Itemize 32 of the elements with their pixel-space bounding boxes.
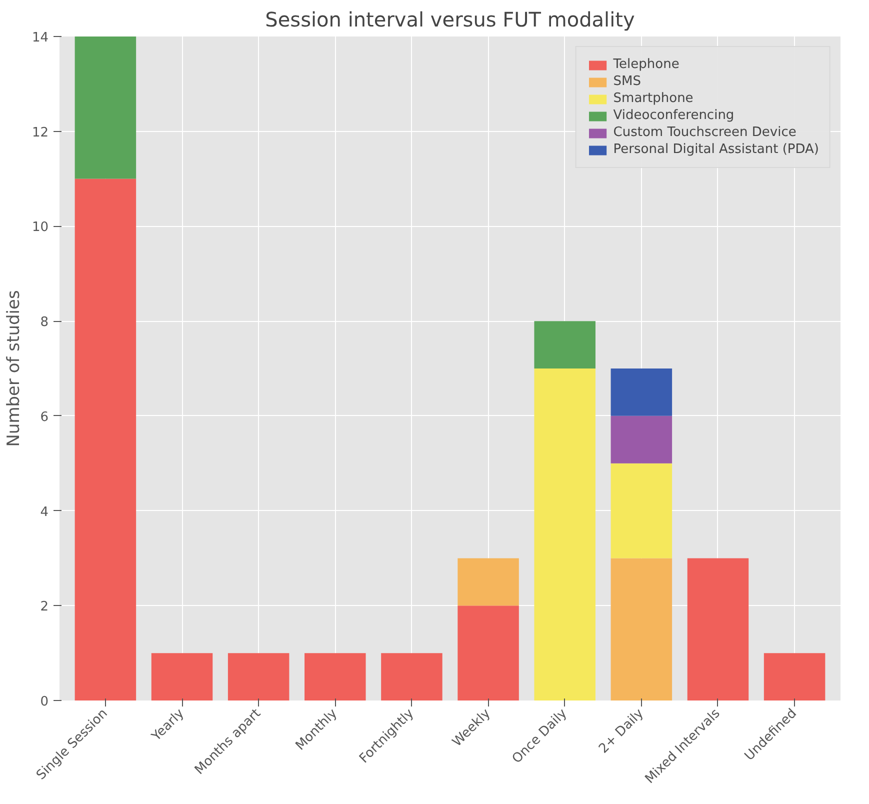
y-axis-title: Number of studies (4, 290, 24, 447)
bar (610, 463, 672, 558)
y-tick-label: 2 (40, 600, 49, 615)
legend-label: Custom Touchscreen Device (613, 125, 796, 140)
y-tick-label: 12 (32, 125, 49, 140)
bar (381, 653, 442, 700)
bar (610, 368, 672, 416)
bar (228, 653, 290, 700)
bar (687, 558, 749, 700)
y-tick-label: 10 (32, 220, 49, 236)
chart-title: Session interval versus FUT modality (265, 8, 636, 32)
bar (458, 558, 519, 606)
bar (764, 653, 826, 700)
bar (610, 558, 672, 700)
bar (610, 416, 672, 464)
y-tick-label: 6 (40, 410, 49, 425)
legend-label: Smartphone (613, 91, 694, 106)
bar (74, 36, 136, 179)
legend-label: Videoconferencing (613, 108, 734, 123)
bar (534, 368, 596, 700)
legend-label: Telephone (613, 57, 680, 72)
bar (534, 321, 596, 368)
bar (74, 178, 136, 700)
bar (151, 653, 213, 700)
legend-label: Personal Digital Assistant (PDA) (613, 142, 819, 157)
y-tick-label: 0 (40, 694, 49, 710)
y-tick-label: 14 (32, 30, 49, 46)
y-tick-label: 8 (40, 315, 49, 330)
legend-label: SMS (613, 74, 642, 89)
bar (458, 606, 519, 700)
y-tick-label: 4 (40, 504, 49, 520)
bar (304, 653, 366, 700)
